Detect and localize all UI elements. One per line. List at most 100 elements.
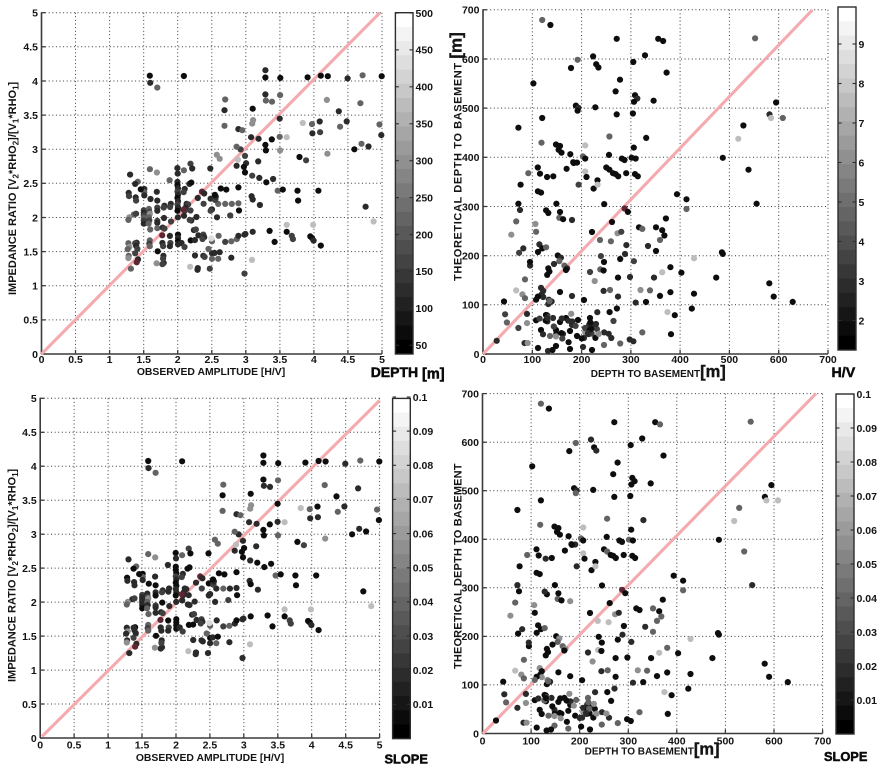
svg-text:300: 300	[416, 156, 434, 168]
svg-text:500: 500	[462, 103, 480, 115]
svg-text:3: 3	[241, 739, 247, 751]
svg-text:THEORETICAL DEPTH TO BASEMENT: THEORETICAL DEPTH TO BASEMENT [m]	[447, 32, 466, 281]
svg-text:1: 1	[31, 665, 37, 677]
svg-text:H/V: H/V	[832, 365, 856, 381]
svg-text:250: 250	[416, 192, 434, 204]
svg-text:700: 700	[814, 736, 832, 748]
svg-text:2.5: 2.5	[22, 563, 37, 575]
svg-text:0: 0	[32, 349, 38, 361]
svg-text:1.5: 1.5	[135, 739, 150, 751]
svg-text:3: 3	[243, 354, 249, 366]
svg-text:0.01: 0.01	[857, 695, 878, 707]
svg-text:5: 5	[859, 197, 865, 209]
svg-text:0.07: 0.07	[413, 494, 434, 506]
svg-text:0.1: 0.1	[413, 392, 428, 404]
svg-text:0.09: 0.09	[857, 423, 878, 435]
svg-text:4.5: 4.5	[22, 427, 37, 439]
svg-text:THEORETICAL DEPTH TO BASEMENT: THEORETICAL DEPTH TO BASEMENT	[453, 463, 465, 669]
svg-text:100: 100	[461, 680, 479, 692]
svg-text:4: 4	[32, 76, 38, 88]
svg-text:5: 5	[379, 354, 385, 366]
svg-text:3.5: 3.5	[23, 110, 38, 122]
svg-text:SLOPE: SLOPE	[824, 749, 868, 764]
svg-text:IMPEDANCE RATIO [V2*RHO2]/[V1*: IMPEDANCE RATIO [V2*RHO2]/[V1*RHO1]	[7, 81, 21, 295]
svg-text:400: 400	[416, 82, 434, 94]
svg-text:200: 200	[461, 631, 479, 643]
svg-text:0.04: 0.04	[857, 593, 878, 605]
svg-text:600: 600	[770, 354, 788, 366]
svg-text:200: 200	[571, 736, 589, 748]
svg-text:0.5: 0.5	[67, 739, 82, 751]
svg-text:700: 700	[462, 5, 480, 17]
svg-text:700: 700	[461, 388, 479, 400]
svg-text:4: 4	[309, 739, 315, 751]
svg-text:4.5: 4.5	[338, 739, 353, 751]
svg-text:400: 400	[668, 736, 686, 748]
svg-text:600: 600	[461, 437, 479, 449]
svg-text:1: 1	[32, 281, 38, 293]
svg-text:3.5: 3.5	[22, 495, 37, 507]
svg-text:500: 500	[461, 486, 479, 498]
svg-text:0.04: 0.04	[413, 597, 434, 609]
svg-text:200: 200	[416, 229, 434, 241]
svg-text:1.5: 1.5	[136, 354, 151, 366]
svg-text:400: 400	[671, 354, 689, 366]
svg-text:DEPTH [m]: DEPTH [m]	[371, 364, 445, 383]
svg-text:1: 1	[105, 739, 111, 751]
svg-text:4: 4	[31, 461, 37, 473]
svg-text:0: 0	[480, 354, 486, 366]
svg-text:150: 150	[416, 266, 434, 278]
svg-text:0.02: 0.02	[413, 665, 434, 677]
svg-text:300: 300	[461, 583, 479, 595]
svg-text:0.06: 0.06	[413, 528, 434, 540]
svg-text:4.5: 4.5	[23, 42, 38, 54]
svg-text:4: 4	[311, 354, 317, 366]
svg-text:500: 500	[416, 8, 434, 20]
svg-text:1: 1	[107, 354, 113, 366]
svg-text:4: 4	[859, 236, 865, 248]
svg-text:0: 0	[480, 736, 486, 748]
svg-text:100: 100	[524, 354, 542, 366]
svg-text:2: 2	[859, 315, 865, 327]
svg-text:4.5: 4.5	[341, 354, 356, 366]
svg-text:3.5: 3.5	[270, 739, 285, 751]
svg-text:3.5: 3.5	[273, 354, 288, 366]
svg-text:700: 700	[819, 354, 837, 366]
svg-text:SLOPE: SLOPE	[385, 752, 429, 767]
svg-text:0: 0	[31, 733, 37, 745]
svg-text:200: 200	[462, 251, 480, 263]
svg-text:0.1: 0.1	[857, 389, 872, 401]
svg-text:6: 6	[859, 157, 865, 169]
svg-text:0.09: 0.09	[413, 426, 434, 438]
svg-text:0.07: 0.07	[857, 491, 878, 503]
svg-text:450: 450	[416, 45, 434, 57]
svg-text:600: 600	[765, 736, 783, 748]
svg-text:0.08: 0.08	[857, 457, 878, 469]
svg-text:0: 0	[474, 349, 480, 361]
svg-text:100: 100	[462, 300, 480, 312]
svg-text:5: 5	[32, 8, 38, 20]
svg-text:5: 5	[377, 739, 383, 751]
svg-text:8: 8	[859, 78, 865, 90]
svg-text:300: 300	[462, 201, 480, 213]
svg-text:2.5: 2.5	[203, 739, 218, 751]
svg-text:2.5: 2.5	[23, 178, 38, 190]
svg-text:0.5: 0.5	[23, 315, 38, 327]
svg-text:OBSERVED AMPLITUDE [H/V]: OBSERVED AMPLITUDE [H/V]	[136, 753, 284, 764]
svg-text:0.5: 0.5	[22, 699, 37, 711]
svg-text:0.05: 0.05	[857, 559, 878, 571]
svg-text:300: 300	[620, 736, 638, 748]
svg-text:400: 400	[462, 152, 480, 164]
svg-text:0.5: 0.5	[68, 354, 83, 366]
svg-text:0.02: 0.02	[857, 661, 878, 673]
svg-text:3: 3	[32, 144, 38, 156]
svg-text:300: 300	[622, 354, 640, 366]
svg-text:600: 600	[462, 54, 480, 66]
svg-text:7: 7	[859, 118, 865, 130]
svg-text:2: 2	[173, 739, 179, 751]
svg-text:100: 100	[416, 303, 434, 315]
svg-text:5: 5	[31, 393, 37, 405]
svg-text:400: 400	[461, 534, 479, 546]
svg-text:2.5: 2.5	[204, 354, 219, 366]
svg-text:0: 0	[37, 739, 43, 751]
